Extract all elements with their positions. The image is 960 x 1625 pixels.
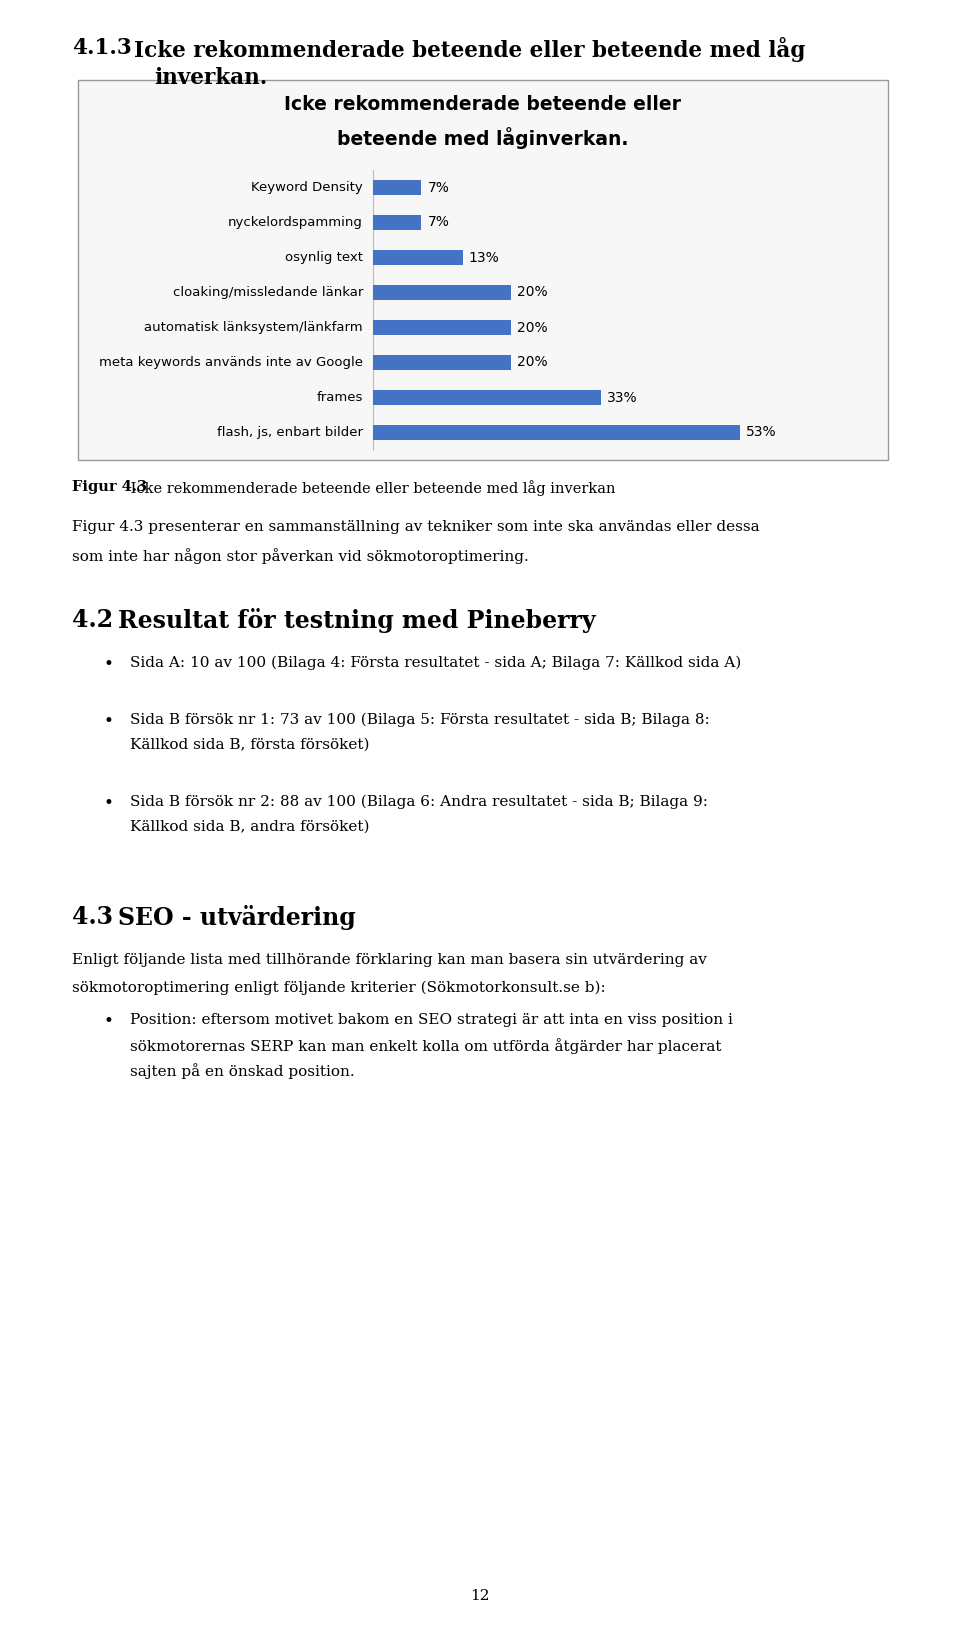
Bar: [373, 284, 512, 301]
Text: Källkod sida B, andra försöket): Källkod sida B, andra försöket): [130, 821, 370, 834]
Text: osynlig text: osynlig text: [285, 250, 363, 263]
Text: Källkod sida B, första försöket): Källkod sida B, första försöket): [130, 738, 370, 752]
Text: Sida A: 10 av 100 (Bilaga 4: Första resultatet - sida A; Bilaga 7: Källkod sida : Sida A: 10 av 100 (Bilaga 4: Första resu…: [130, 656, 741, 671]
Text: sökmotoroptimering enligt följande kriterier (Sökmotorkonsult.se b):: sökmotoroptimering enligt följande krite…: [72, 982, 606, 996]
Bar: [373, 390, 601, 405]
Text: Sida B försök nr 2: 88 av 100 (Bilaga 6: Andra resultatet - sida B; Bilaga 9:: Sida B försök nr 2: 88 av 100 (Bilaga 6:…: [130, 795, 708, 809]
Text: sökmotorernas SERP kan man enkelt kolla om utförda åtgärder har placerat: sökmotorernas SERP kan man enkelt kolla …: [130, 1038, 722, 1055]
Text: Position: eftersom motivet bakom en SEO strategi är att inta en viss position i: Position: eftersom motivet bakom en SEO …: [130, 1012, 732, 1027]
Text: 13%: 13%: [468, 250, 499, 265]
Text: meta keywords används inte av Google: meta keywords används inte av Google: [99, 356, 363, 369]
Text: inverkan.: inverkan.: [154, 67, 267, 89]
Bar: [373, 426, 739, 440]
Text: Figur 4.3 presenterar en sammanställning av tekniker som inte ska användas eller: Figur 4.3 presenterar en sammanställning…: [72, 520, 759, 535]
Text: 53%: 53%: [746, 426, 777, 439]
Text: Sida B försök nr 1: 73 av 100 (Bilaga 5: Första resultatet - sida B; Bilaga 8:: Sida B försök nr 1: 73 av 100 (Bilaga 5:…: [130, 713, 709, 728]
FancyBboxPatch shape: [78, 80, 888, 460]
Text: •: •: [104, 795, 114, 812]
Text: Icke rekommenderade beteende eller beteende med låg: Icke rekommenderade beteende eller betee…: [134, 37, 805, 62]
Text: •: •: [104, 656, 114, 673]
Text: 33%: 33%: [608, 390, 637, 405]
Text: sajten på en önskad position.: sajten på en önskad position.: [130, 1063, 354, 1079]
Text: som inte har någon stor påverkan vid sökmotoroptimering.: som inte har någon stor påverkan vid sök…: [72, 548, 529, 564]
Text: 20%: 20%: [517, 356, 548, 369]
Text: 4.3: 4.3: [72, 905, 113, 930]
Bar: [373, 356, 512, 370]
Text: flash, js, enbart bilder: flash, js, enbart bilder: [217, 426, 363, 439]
Text: SEO - utvärdering: SEO - utvärdering: [118, 905, 356, 930]
Text: •: •: [104, 1012, 114, 1030]
Text: Resultat för testning med Pineberry: Resultat för testning med Pineberry: [118, 608, 595, 634]
Text: nyckelordspamming: nyckelordspamming: [228, 216, 363, 229]
Text: •: •: [104, 713, 114, 730]
Text: beteende med låginverkan.: beteende med låginverkan.: [337, 127, 629, 150]
Text: Keyword Density: Keyword Density: [252, 180, 363, 193]
Text: 7%: 7%: [427, 216, 449, 229]
Text: cloaking/missledande länkar: cloaking/missledande länkar: [173, 286, 363, 299]
Text: automatisk länksystem/länkfarm: automatisk länksystem/länkfarm: [144, 322, 363, 335]
Bar: [373, 250, 463, 265]
Text: Icke rekommenderade beteende eller beteende med låg inverkan: Icke rekommenderade beteende eller betee…: [126, 479, 615, 496]
Text: Enligt följande lista med tillhörande förklaring kan man basera sin utvärdering : Enligt följande lista med tillhörande fö…: [72, 952, 707, 967]
Text: Icke rekommenderade beteende eller: Icke rekommenderade beteende eller: [284, 94, 682, 114]
Text: 20%: 20%: [517, 286, 548, 299]
Bar: [373, 180, 421, 195]
Text: 7%: 7%: [427, 180, 449, 195]
Text: Figur 4.3: Figur 4.3: [72, 479, 147, 494]
Text: 4.2: 4.2: [72, 608, 113, 632]
Bar: [373, 320, 512, 335]
Text: 20%: 20%: [517, 320, 548, 335]
Text: 12: 12: [470, 1589, 490, 1602]
Text: 4.1.3: 4.1.3: [72, 37, 132, 58]
Text: frames: frames: [317, 392, 363, 405]
Bar: [373, 214, 421, 229]
